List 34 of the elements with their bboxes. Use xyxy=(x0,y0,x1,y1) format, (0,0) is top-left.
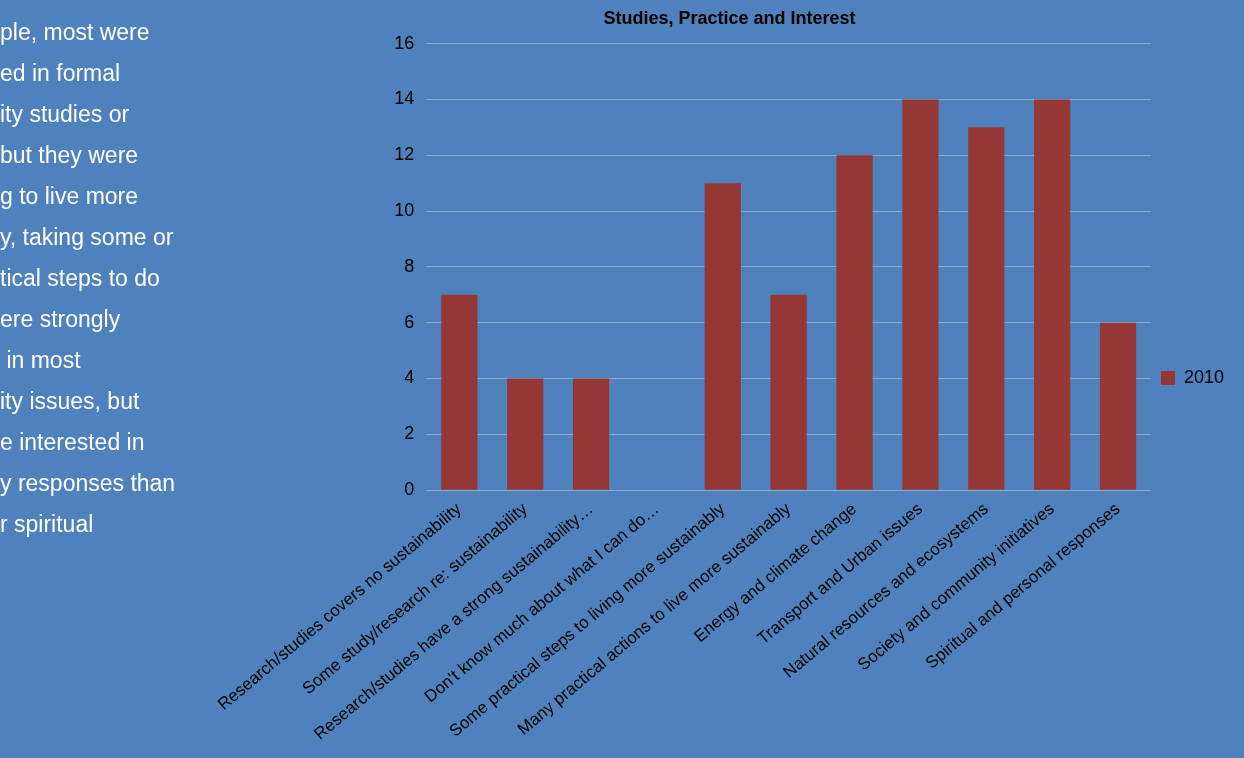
bar xyxy=(507,378,544,490)
bar xyxy=(704,183,741,490)
bar xyxy=(836,155,873,490)
text: r spiritual xyxy=(0,510,95,539)
y-tick-label: 14 xyxy=(394,88,415,109)
text: ity issues, but xyxy=(0,387,141,416)
legend-label: 2010 xyxy=(1183,366,1224,387)
y-tick-label: 12 xyxy=(394,144,415,165)
bar xyxy=(968,127,1005,490)
bar xyxy=(770,294,807,490)
text: g to live more xyxy=(0,182,140,211)
text: in most xyxy=(5,346,82,375)
y-tick-label: 16 xyxy=(394,32,415,53)
y-tick-label: 2 xyxy=(404,423,415,444)
bar xyxy=(1034,99,1071,490)
bar xyxy=(1099,322,1137,490)
bar xyxy=(572,378,610,490)
text: y responses than xyxy=(0,469,176,498)
bar xyxy=(441,294,478,490)
y-tick-label: 6 xyxy=(404,311,415,332)
text: ere strongly xyxy=(0,305,122,334)
chart-title: Studies, Practice and Interest xyxy=(603,7,856,28)
text: ple, most were xyxy=(0,18,151,47)
y-tick-label: 8 xyxy=(404,255,415,276)
text: tical steps to do xyxy=(0,264,161,293)
text: e interested in xyxy=(0,428,146,457)
bar xyxy=(902,99,939,490)
text: y, taking some or xyxy=(0,223,175,252)
y-tick-label: 0 xyxy=(404,479,415,500)
y-tick-label: 10 xyxy=(394,200,415,221)
text: ed in formal xyxy=(0,59,122,88)
text: but they were xyxy=(0,141,140,170)
y-tick-label: 4 xyxy=(404,367,415,388)
text: ity studies or xyxy=(0,100,131,129)
